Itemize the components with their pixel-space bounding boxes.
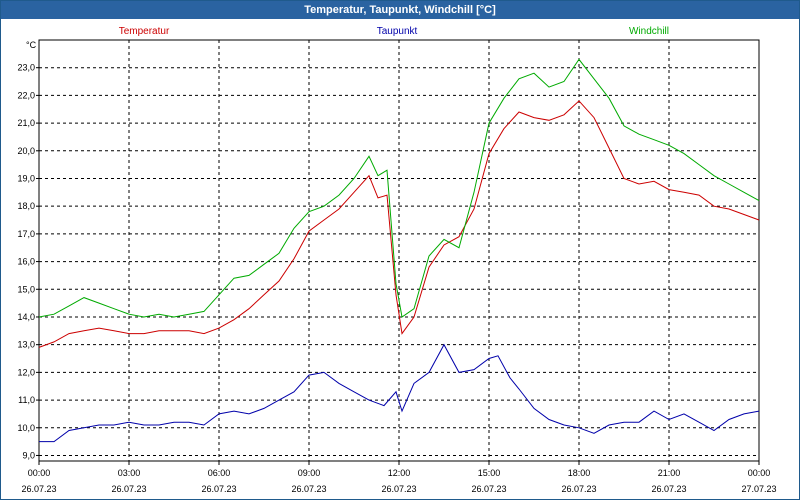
chart-title: Temperatur, Taupunkt, Windchill [°C] [1, 1, 799, 19]
series-line-taupunkt [39, 343, 760, 443]
x-tick-label-date: 26.07.23 [381, 484, 416, 494]
y-tick-label: 22,0 [17, 90, 35, 100]
x-tick-label-date: 27.07.23 [741, 484, 776, 494]
y-tick-label: 20,0 [17, 146, 35, 156]
x-tick-label-date: 26.07.23 [201, 484, 236, 494]
y-tick-label: 12,0 [17, 367, 35, 377]
y-axis-label: °C [26, 40, 37, 50]
x-tick-label-date: 26.07.23 [471, 484, 506, 494]
y-tick-label: 16,0 [17, 257, 35, 267]
y-tick-label: 9,0 [22, 450, 35, 460]
legend-windchill: Windchill [629, 26, 669, 37]
series-group [38, 58, 760, 443]
x-tick-label-date: 26.07.23 [111, 484, 146, 494]
x-tick-label-time: 12:00 [388, 468, 411, 478]
legend: Temperatur Taupunkt Windchill [119, 26, 669, 37]
axes: 9,0 10,0 11,0 12,0 13,0 14,0 15,0 16,0 17,0 18,0 1… [17, 40, 776, 494]
y-tick-label: 19,0 [17, 173, 35, 183]
x-tick-label-time: 06:00 [208, 468, 231, 478]
legend-taupunkt: Taupunkt [377, 26, 418, 37]
x-tick-label-time: 15:00 [478, 468, 501, 478]
x-tick-label-time: 09:00 [298, 468, 321, 478]
legend-temperatur: Temperatur [119, 26, 170, 37]
y-tick-label: 21,0 [17, 118, 35, 128]
x-tick-label-time: 21:00 [658, 468, 681, 478]
y-tick-label: 23,0 [17, 63, 35, 73]
y-tick-label: 10,0 [17, 423, 35, 433]
x-tick-label-time: 00:00 [748, 468, 771, 478]
y-tick-label: 14,0 [17, 312, 35, 322]
series-line-windchill [38, 58, 760, 318]
y-tick-label: 13,0 [17, 340, 35, 350]
x-tick-label-date: 26.07.23 [291, 484, 326, 494]
x-tick-label-time: 00:00 [28, 468, 51, 478]
series-line-temperatur [38, 100, 760, 348]
x-tick-label-date: 26.07.23 [21, 484, 56, 494]
y-tick-label: 18,0 [17, 201, 35, 211]
y-tick-label: 11,0 [18, 395, 35, 405]
x-tick-label-time: 18:00 [568, 468, 591, 478]
x-tick-label-time: 03:00 [118, 468, 141, 478]
y-tick-label: 17,0 [17, 229, 35, 239]
y-tick-label: 15,0 [17, 284, 35, 294]
x-tick-label-date: 26.07.23 [651, 484, 686, 494]
x-tick-label-date: 26.07.23 [561, 484, 596, 494]
